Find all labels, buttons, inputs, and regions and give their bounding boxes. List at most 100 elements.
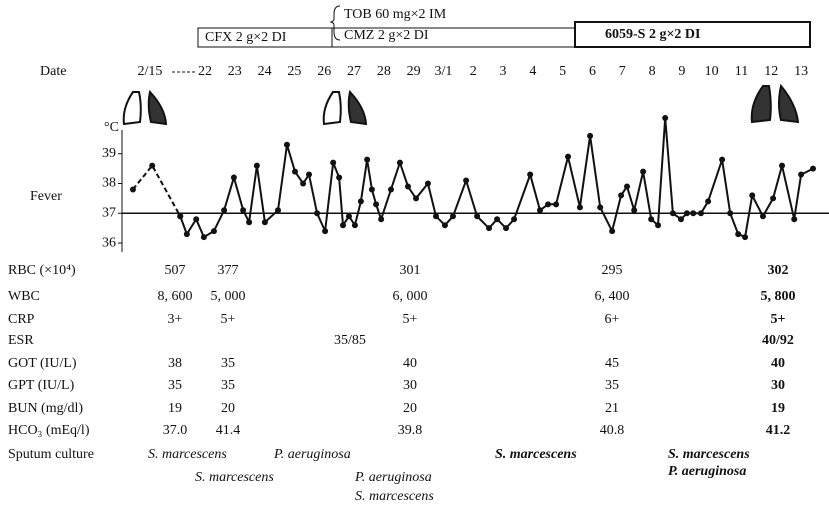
fever-point — [246, 219, 253, 226]
fever-point — [230, 174, 237, 181]
y-tick-label: 37 — [102, 205, 116, 220]
lab-value: 6, 400 — [595, 289, 630, 304]
fever-point — [537, 207, 544, 214]
row-label: RBC (×10⁴) — [8, 263, 76, 278]
x-tick-label: 13 — [794, 64, 808, 79]
lab-value: 507 — [165, 263, 186, 278]
x-tick-label: 27 — [347, 64, 361, 79]
x-tick-label: 2/15 — [138, 64, 163, 79]
fever-point — [690, 210, 697, 217]
fever-point — [597, 204, 604, 211]
fever-point — [200, 234, 207, 241]
fever-point — [210, 228, 217, 235]
fever-point — [735, 231, 742, 238]
lab-value: 40.8 — [600, 423, 625, 438]
lab-value: 40 — [771, 356, 785, 371]
lab-value: 35/85 — [334, 333, 366, 348]
fever-point — [798, 171, 805, 178]
lab-value: 30 — [771, 378, 785, 393]
fever-point — [655, 222, 662, 229]
sputum-label: Sputum culture — [8, 447, 94, 462]
fever-point — [511, 216, 518, 223]
regimen-label: CFX 2 g×2 DI — [205, 30, 287, 45]
culture-entry: S. marcescens — [148, 447, 227, 462]
y-unit: °C — [104, 120, 119, 135]
fever-point — [759, 213, 766, 220]
fever-point — [527, 171, 534, 178]
fever-point — [261, 219, 268, 226]
fever-point — [424, 180, 431, 187]
fever-point — [640, 168, 647, 175]
fever-point — [609, 228, 616, 235]
fever-point — [669, 210, 676, 217]
fever-line — [132, 163, 182, 217]
x-tick-label: 2 — [470, 64, 477, 79]
fever-point — [306, 171, 313, 178]
fever-point — [413, 195, 420, 202]
fever-point — [719, 156, 726, 163]
x-tick-label: 28 — [377, 64, 391, 79]
regimen-label: TOB 60 mg×2 IM — [344, 7, 447, 22]
fever-point — [791, 216, 798, 223]
x-tick-label: 3 — [500, 64, 507, 79]
lab-value: 3+ — [168, 312, 183, 327]
lab-value: 19 — [168, 401, 182, 416]
fever-point — [129, 186, 136, 193]
fever-point — [275, 207, 282, 214]
fever-point — [368, 186, 375, 193]
culture-entry: S. marcescens — [195, 470, 274, 485]
row-label: CRP — [8, 312, 35, 327]
x-tick-label: 7 — [619, 64, 626, 79]
lab-value: 6, 000 — [393, 289, 428, 304]
x-tick-label: 3/1 — [434, 64, 452, 79]
fever-point — [576, 204, 583, 211]
fever-point — [357, 198, 364, 205]
fever-point — [149, 162, 156, 169]
fever-point — [240, 207, 247, 214]
fever-point — [183, 231, 190, 238]
fever-point — [432, 213, 439, 220]
lab-value: 5+ — [771, 312, 786, 327]
lab-value: 41.4 — [216, 423, 241, 438]
fever-point — [545, 201, 552, 208]
fever-point — [486, 225, 493, 232]
fever-point — [779, 162, 786, 169]
fever-point — [727, 210, 734, 217]
fever-point — [463, 177, 470, 184]
x-tick-label: 6 — [589, 64, 596, 79]
x-tick-label: 4 — [529, 64, 536, 79]
fever-point — [662, 114, 669, 121]
y-tick-label: 36 — [102, 235, 116, 250]
lab-value: 41.2 — [766, 423, 791, 438]
fever-point — [742, 234, 749, 241]
fever-point — [177, 213, 184, 220]
fever-point — [683, 210, 690, 217]
x-tick-label: 29 — [407, 64, 421, 79]
fever-point — [624, 183, 631, 190]
x-tick-label: 24 — [258, 64, 272, 79]
culture-entry: S. marcescens — [355, 489, 434, 504]
fever-point — [322, 228, 329, 235]
x-tick-label: 8 — [649, 64, 656, 79]
fever-point — [565, 153, 572, 160]
fever-point — [503, 225, 510, 232]
lab-value: 5, 800 — [761, 289, 796, 304]
x-tick-label: 10 — [705, 64, 719, 79]
lab-value: 5, 000 — [211, 289, 246, 304]
fever-point — [314, 210, 321, 217]
row-label: GPT (IU/L) — [8, 378, 75, 393]
fever-point — [345, 213, 352, 220]
culture-entry: P. aeruginosa — [668, 464, 746, 479]
fever-point — [339, 222, 346, 229]
lab-value: 21 — [605, 401, 619, 416]
lung-icon — [122, 83, 800, 126]
fever-point — [373, 201, 380, 208]
lab-value: 377 — [218, 263, 239, 278]
fever-point — [449, 213, 456, 220]
regimen-box — [574, 21, 811, 48]
lab-value: 301 — [400, 263, 421, 278]
fever-point — [396, 159, 403, 166]
y-tick-label: 38 — [102, 176, 116, 191]
regimen-label: CMZ 2 g×2 DI — [344, 28, 429, 43]
fever-point — [648, 216, 655, 223]
